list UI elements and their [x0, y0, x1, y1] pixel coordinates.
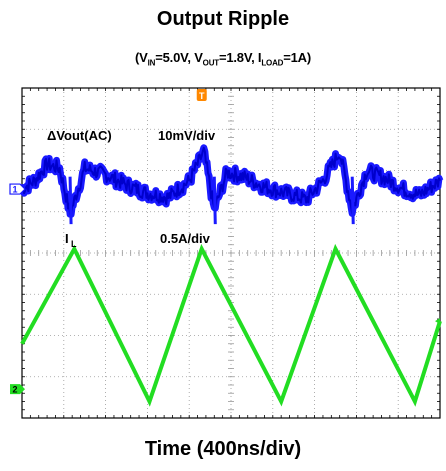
- il-annotation-sub: L: [71, 239, 77, 249]
- chart-title: Output Ripple: [156, 8, 290, 30]
- subtitle-part-4: =1A): [283, 50, 311, 65]
- ch2-inductor-current-trace: [20, 243, 442, 407]
- subtitle-sub-1: IN: [147, 58, 156, 68]
- trigger-marker: T: [196, 89, 207, 101]
- il-annotation-label: I: [65, 231, 69, 246]
- svg-text:T: T: [199, 91, 205, 101]
- scope-traces: [18, 144, 444, 407]
- ch2-right-edge-indicator: [435, 318, 440, 325]
- ch1-switching-spike: [212, 176, 217, 225]
- il-scale-label: 0.5A/div: [160, 231, 211, 246]
- ch2-ground-marker: 2: [10, 384, 25, 395]
- subtitle-sub-3: LOAD: [261, 58, 284, 68]
- ch1-switching-spike: [68, 176, 73, 225]
- subtitle-part-3: =1.8V, I: [218, 50, 262, 65]
- x-axis-label: Time (400ns/div): [144, 438, 302, 460]
- subtitle-part-1: (V: [135, 50, 148, 65]
- scope-markers: T 1 2: [9, 89, 440, 395]
- svg-text:1: 1: [12, 185, 17, 195]
- ch1-ground-marker: 1: [9, 183, 26, 195]
- ch1-switching-spike: [350, 176, 355, 225]
- vout-annotation-label: ΔVout(AC): [47, 128, 112, 143]
- subtitle-part-2: =5.0V, V: [155, 50, 203, 65]
- ch1-ripple-trace-core: [21, 146, 441, 216]
- subtitle-sub-2: OUT: [202, 58, 220, 68]
- svg-text:2: 2: [12, 385, 17, 395]
- vout-scale-label: 10mV/div: [158, 128, 216, 143]
- chart-subtitle: (VIN=5.0V, VOUT=1.8V, ILOAD=1A): [0, 50, 446, 68]
- scope-frame: [21, 87, 441, 419]
